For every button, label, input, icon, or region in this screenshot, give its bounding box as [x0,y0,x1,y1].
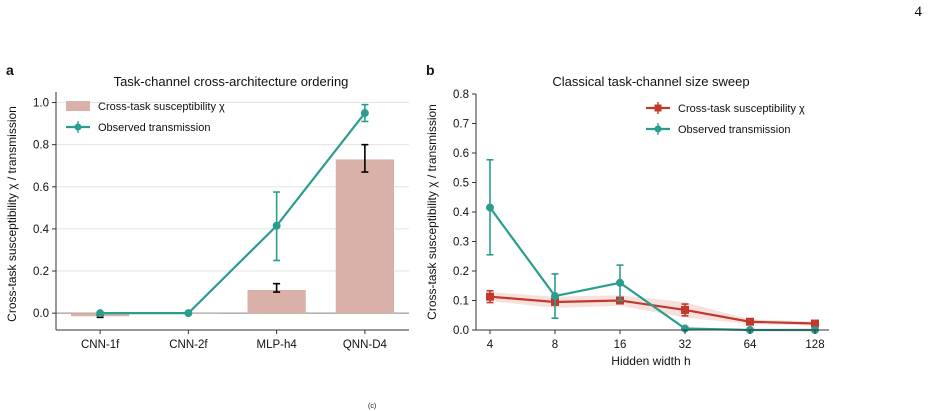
susceptibility-band [490,292,815,326]
tick-label-y: 1.0 [33,98,49,110]
transmission-point [360,109,369,118]
tick-label-y: 0.0 [33,308,49,320]
legend-label-transmission: Observed transmission [678,124,791,136]
transmission-point [551,292,559,301]
tick-label-y: 0.4 [33,224,50,236]
panel-b-title: Classical task-channel size sweep [552,74,749,89]
bar [335,159,394,314]
bar [247,289,306,314]
panel-b-xlabel: Hidden width h [611,354,690,368]
susceptibility-point [681,305,689,314]
legend-swatch-bar [66,101,90,111]
tick-label-y: 0.6 [33,182,49,194]
tick-label-x: 8 [552,339,558,351]
tick-label-x: QNN-D4 [343,339,388,351]
footer-mark: (c) [368,403,376,410]
tick-label-y: 0.7 [453,119,469,131]
tick-label-x: 32 [679,339,692,351]
transmission-point [486,203,494,212]
susceptibility-point [746,317,754,326]
transmission-point [96,309,105,318]
panel-b: 0.0 0.1 0.2 0.3 0.4 0.5 0.6 0.7 0.8 4 8 16 32 64 128 Cr… [453,89,829,351]
panel-a: 0.0 0.2 0.4 0.6 0.8 1.0 CNN-1f CNN-2f MLP-h4 QNN-… [33,92,409,351]
panel-a-ylabel: Cross-task susceptibility χ / transmissi… [5,106,19,322]
tick-label-y: 0.1 [453,296,469,308]
tick-label-y: 0.2 [453,266,469,278]
transmission-point [616,278,624,287]
tick-label-y: 0.2 [33,266,49,278]
transmission-point [272,221,281,230]
panel-a-letter: a [6,62,14,78]
susceptibility-point [811,319,819,328]
tick-label-y: 0.5 [453,178,469,190]
transmission-line [100,112,366,315]
susceptibility-point [486,292,494,301]
tick-label-y: 0.0 [453,325,469,337]
panel-a-title: Task-channel cross-architecture ordering [114,74,349,89]
legend-swatch-marker [654,104,662,112]
legend-label-bar: Cross-task susceptibility χ [98,101,225,113]
legend-swatch-marker [74,123,82,131]
tick-label-x: MLP-h4 [256,339,297,351]
tick-label-y: 0.8 [453,89,469,101]
tick-label-x: 4 [487,339,494,351]
transmission-point [681,324,689,333]
transmission-point [184,309,193,318]
tick-label-y: 0.3 [453,237,469,249]
legend-swatch-marker [654,125,662,133]
tick-label-y: 0.8 [33,140,49,152]
tick-label-x: 64 [744,339,757,351]
tick-label-x: 16 [614,339,627,351]
legend-label-susceptibility: Cross-task susceptibility χ [678,103,805,115]
legend-label-line: Observed transmission [98,122,211,134]
tick-label-x: CNN-1f [81,339,120,351]
tick-label-y: 0.4 [453,207,470,219]
page-number: 4 [914,4,923,20]
tick-label-x: CNN-2f [169,339,208,351]
tick-label-x: 128 [805,339,824,351]
panel-b-ylabel: Cross-task susceptibility χ / transmissi… [425,104,439,320]
tick-label-y: 0.6 [453,148,469,160]
panel-b-letter: b [426,62,435,78]
